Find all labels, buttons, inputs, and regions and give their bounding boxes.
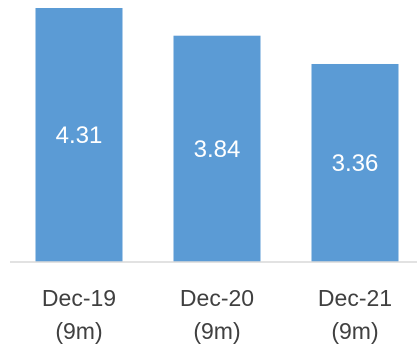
x-tick-label-3-line-2: (9m) [331, 318, 378, 344]
bar-2 [173, 35, 261, 262]
data-label-1: 4.31 [56, 122, 103, 149]
data-label-2: 3.84 [194, 136, 241, 163]
x-tick-label-1-line-2: (9m) [55, 318, 102, 344]
x-tick-label-2-line-1: Dec-20 [180, 285, 254, 311]
bar-3 [311, 63, 399, 262]
x-tick-label-1-line-1: Dec-19 [42, 285, 116, 311]
x-tick-label-2-line-2: (9m) [193, 318, 240, 344]
x-tick-label-3-line-1: Dec-21 [318, 285, 392, 311]
bars-group: 4.31 3.84 3.36 [35, 8, 399, 262]
x-tick-labels: Dec-19 (9m) Dec-20 (9m) Dec-21 (9m) [42, 285, 392, 344]
data-label-3: 3.36 [332, 150, 379, 177]
bar-1 [35, 8, 123, 262]
